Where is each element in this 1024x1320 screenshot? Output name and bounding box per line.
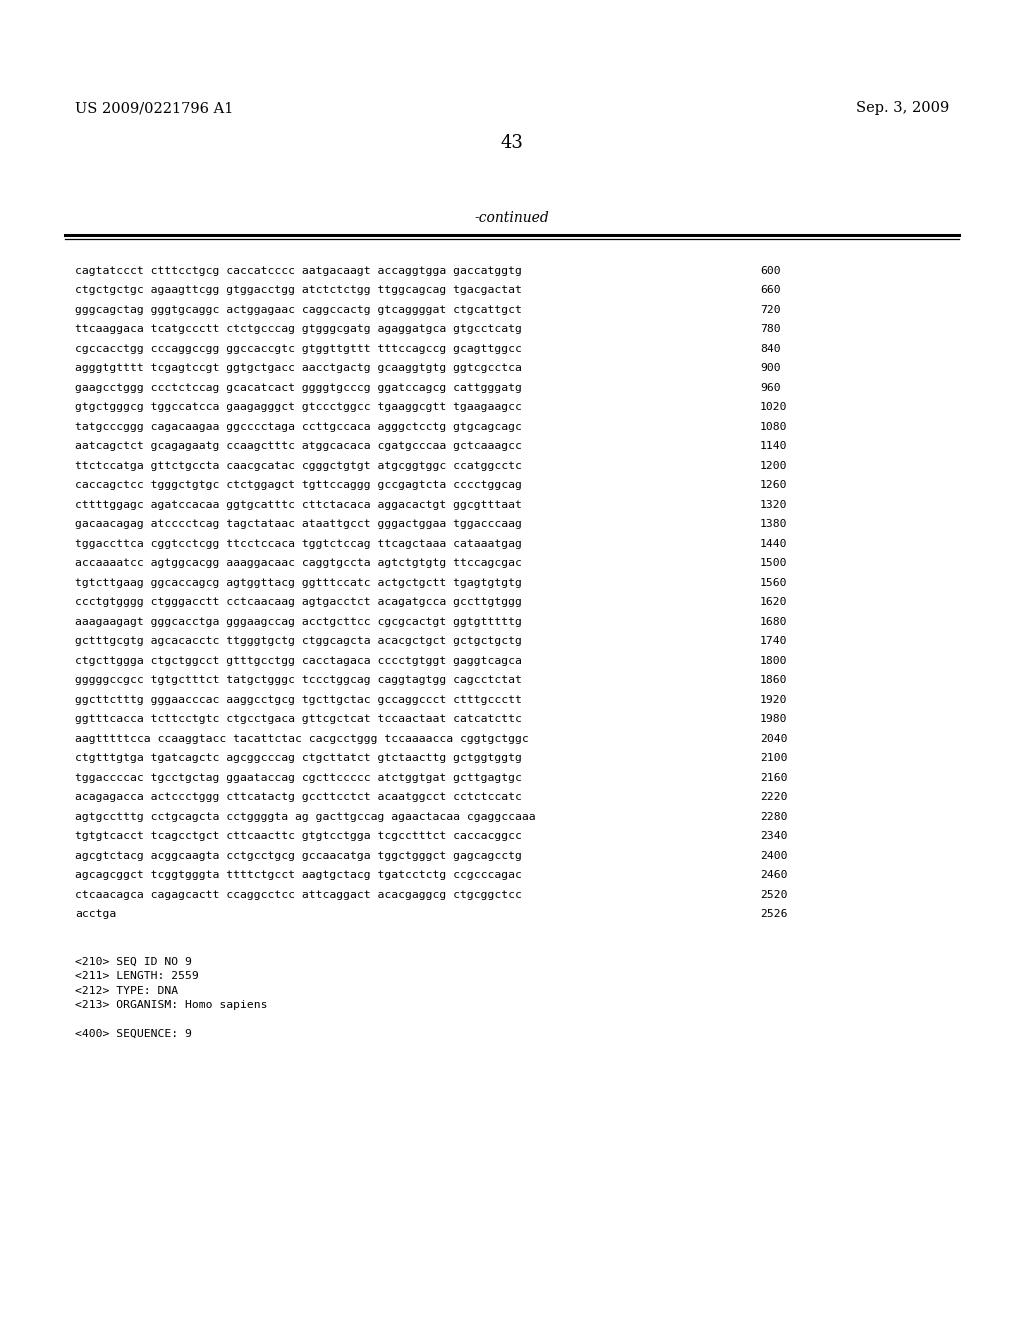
Text: <212> TYPE: DNA: <212> TYPE: DNA — [75, 986, 178, 995]
Text: 1380: 1380 — [760, 519, 787, 529]
Text: gtgctgggcg tggccatcca gaagagggct gtccctggcc tgaaggcgtt tgaagaagcc: gtgctgggcg tggccatcca gaagagggct gtccctg… — [75, 403, 522, 412]
Text: -continued: -continued — [475, 211, 549, 224]
Text: <211> LENGTH: 2559: <211> LENGTH: 2559 — [75, 972, 199, 981]
Text: 1740: 1740 — [760, 636, 787, 645]
Text: tgtcttgaag ggcaccagcg agtggttacg ggtttccatc actgctgctt tgagtgtgtg: tgtcttgaag ggcaccagcg agtggttacg ggtttcc… — [75, 578, 522, 587]
Text: cttttggagc agatccacaa ggtgcatttc cttctacaca aggacactgt ggcgtttaat: cttttggagc agatccacaa ggtgcatttc cttctac… — [75, 499, 522, 510]
Text: <210> SEQ ID NO 9: <210> SEQ ID NO 9 — [75, 957, 191, 966]
Text: ttctccatga gttctgccta caacgcatac cgggctgtgt atgcggtggc ccatggcctc: ttctccatga gttctgccta caacgcatac cgggctg… — [75, 461, 522, 471]
Text: ttcaaggaca tcatgccctt ctctgcccag gtgggcgatg agaggatgca gtgcctcatg: ttcaaggaca tcatgccctt ctctgcccag gtgggcg… — [75, 325, 522, 334]
Text: 1080: 1080 — [760, 421, 787, 432]
Text: Sep. 3, 2009: Sep. 3, 2009 — [856, 102, 949, 115]
Text: 660: 660 — [760, 285, 780, 296]
Text: <400> SEQUENCE: 9: <400> SEQUENCE: 9 — [75, 1030, 191, 1039]
Text: gaagcctggg ccctctccag gcacatcact ggggtgcccg ggatccagcg cattgggatg: gaagcctggg ccctctccag gcacatcact ggggtgc… — [75, 383, 522, 392]
Text: ggtttcacca tcttcctgtc ctgcctgaca gttcgctcat tccaactaat catcatcttc: ggtttcacca tcttcctgtc ctgcctgaca gttcgct… — [75, 714, 522, 725]
Text: US 2009/0221796 A1: US 2009/0221796 A1 — [75, 102, 233, 115]
Text: agggtgtttt tcgagtccgt ggtgctgacc aacctgactg gcaaggtgtg ggtcgcctca: agggtgtttt tcgagtccgt ggtgctgacc aacctga… — [75, 363, 522, 374]
Text: 2460: 2460 — [760, 870, 787, 880]
Text: ctgtttgtga tgatcagctc agcggcccag ctgcttatct gtctaacttg gctggtggtg: ctgtttgtga tgatcagctc agcggcccag ctgctta… — [75, 754, 522, 763]
Text: gggcagctag gggtgcaggc actggagaac caggccactg gtcaggggat ctgcattgct: gggcagctag gggtgcaggc actggagaac caggcca… — [75, 305, 522, 314]
Text: tggaccttca cggtcctcgg ttcctccaca tggtctccag ttcagctaaa cataaatgag: tggaccttca cggtcctcgg ttcctccaca tggtctc… — [75, 539, 522, 549]
Text: 2526: 2526 — [760, 909, 787, 919]
Text: 1560: 1560 — [760, 578, 787, 587]
Text: accaaaatcc agtggcacgg aaaggacaac caggtgccta agtctgtgtg ttccagcgac: accaaaatcc agtggcacgg aaaggacaac caggtgc… — [75, 558, 522, 568]
Text: 1920: 1920 — [760, 694, 787, 705]
Text: 1860: 1860 — [760, 675, 787, 685]
Text: 720: 720 — [760, 305, 780, 314]
Text: 1620: 1620 — [760, 597, 787, 607]
Text: 2280: 2280 — [760, 812, 787, 821]
Text: 780: 780 — [760, 325, 780, 334]
Text: aagtttttcca ccaaggtacc tacattctac cacgcctggg tccaaaacca cggtgctggc: aagtttttcca ccaaggtacc tacattctac cacgcc… — [75, 734, 528, 743]
Text: tatgcccggg cagacaagaa ggcccctaga ccttgccaca agggctcctg gtgcagcagc: tatgcccggg cagacaagaa ggcccctaga ccttgcc… — [75, 421, 522, 432]
Text: 2040: 2040 — [760, 734, 787, 743]
Text: 1020: 1020 — [760, 403, 787, 412]
Text: 43: 43 — [501, 133, 523, 152]
Text: ctcaacagca cagagcactt ccaggcctcc attcaggact acacgaggcg ctgcggctcc: ctcaacagca cagagcactt ccaggcctcc attcagg… — [75, 890, 522, 900]
Text: 1800: 1800 — [760, 656, 787, 665]
Text: 1500: 1500 — [760, 558, 787, 568]
Text: agcagcggct tcggtgggta ttttctgcct aagtgctacg tgatcctctg ccgcccagac: agcagcggct tcggtgggta ttttctgcct aagtgct… — [75, 870, 522, 880]
Text: aatcagctct gcagagaatg ccaagctttc atggcacaca cgatgcccaa gctcaaagcc: aatcagctct gcagagaatg ccaagctttc atggcac… — [75, 441, 522, 451]
Text: 2520: 2520 — [760, 890, 787, 900]
Text: cgccacctgg cccaggccgg ggccaccgtc gtggttgttt tttccagccg gcagttggcc: cgccacctgg cccaggccgg ggccaccgtc gtggttg… — [75, 343, 522, 354]
Text: 2160: 2160 — [760, 772, 787, 783]
Text: gggggccgcc tgtgctttct tatgctgggc tccctggcag caggtagtgg cagcctctat: gggggccgcc tgtgctttct tatgctgggc tccctgg… — [75, 675, 522, 685]
Text: 1440: 1440 — [760, 539, 787, 549]
Text: 1260: 1260 — [760, 480, 787, 490]
Text: ggcttctttg gggaacccac aaggcctgcg tgcttgctac gccaggccct ctttgccctt: ggcttctttg gggaacccac aaggcctgcg tgcttgc… — [75, 694, 522, 705]
Text: agtgcctttg cctgcagcta cctggggta ag gacttgccag agaactacaa cgaggccaaa: agtgcctttg cctgcagcta cctggggta ag gactt… — [75, 812, 536, 821]
Text: 2340: 2340 — [760, 832, 787, 841]
Text: tgtgtcacct tcagcctgct cttcaacttc gtgtcctgga tcgcctttct caccacggcc: tgtgtcacct tcagcctgct cttcaacttc gtgtcct… — [75, 832, 522, 841]
Text: acctga: acctga — [75, 909, 117, 919]
Text: <213> ORGANISM: Homo sapiens: <213> ORGANISM: Homo sapiens — [75, 1001, 267, 1010]
Text: gctttgcgtg agcacacctc ttgggtgctg ctggcagcta acacgctgct gctgctgctg: gctttgcgtg agcacacctc ttgggtgctg ctggcag… — [75, 636, 522, 645]
Text: 960: 960 — [760, 383, 780, 392]
Text: 1140: 1140 — [760, 441, 787, 451]
Text: agcgtctacg acggcaagta cctgcctgcg gccaacatga tggctgggct gagcagcctg: agcgtctacg acggcaagta cctgcctgcg gccaaca… — [75, 850, 522, 861]
Text: caccagctcc tgggctgtgc ctctggagct tgttccaggg gccgagtcta cccctggcag: caccagctcc tgggctgtgc ctctggagct tgttcca… — [75, 480, 522, 490]
Text: 1980: 1980 — [760, 714, 787, 725]
Text: 2400: 2400 — [760, 850, 787, 861]
Text: ctgcttggga ctgctggcct gtttgcctgg cacctagaca cccctgtggt gaggtcagca: ctgcttggga ctgctggcct gtttgcctgg cacctag… — [75, 656, 522, 665]
Text: 1200: 1200 — [760, 461, 787, 471]
Text: 1320: 1320 — [760, 499, 787, 510]
Text: ccctgtgggg ctgggacctt cctcaacaag agtgacctct acagatgcca gccttgtggg: ccctgtgggg ctgggacctt cctcaacaag agtgacc… — [75, 597, 522, 607]
Text: 840: 840 — [760, 343, 780, 354]
Text: 600: 600 — [760, 265, 780, 276]
Text: aaagaagagt gggcacctga gggaagccag acctgcttcc cgcgcactgt ggtgtttttg: aaagaagagt gggcacctga gggaagccag acctgct… — [75, 616, 522, 627]
Text: gacaacagag atcccctcag tagctataac ataattgcct gggactggaa tggacccaag: gacaacagag atcccctcag tagctataac ataattg… — [75, 519, 522, 529]
Text: 2220: 2220 — [760, 792, 787, 803]
Text: 900: 900 — [760, 363, 780, 374]
Text: 1680: 1680 — [760, 616, 787, 627]
Text: tggaccccac tgcctgctag ggaataccag cgcttccccc atctggtgat gcttgagtgc: tggaccccac tgcctgctag ggaataccag cgcttcc… — [75, 772, 522, 783]
Text: ctgctgctgc agaagttcgg gtggacctgg atctctctgg ttggcagcag tgacgactat: ctgctgctgc agaagttcgg gtggacctgg atctctc… — [75, 285, 522, 296]
Text: cagtatccct ctttcctgcg caccatcccc aatgacaagt accaggtgga gaccatggtg: cagtatccct ctttcctgcg caccatcccc aatgaca… — [75, 265, 522, 276]
Text: 2100: 2100 — [760, 754, 787, 763]
Text: acagagacca actccctggg cttcatactg gccttcctct acaatggcct cctctccatc: acagagacca actccctggg cttcatactg gccttcc… — [75, 792, 522, 803]
